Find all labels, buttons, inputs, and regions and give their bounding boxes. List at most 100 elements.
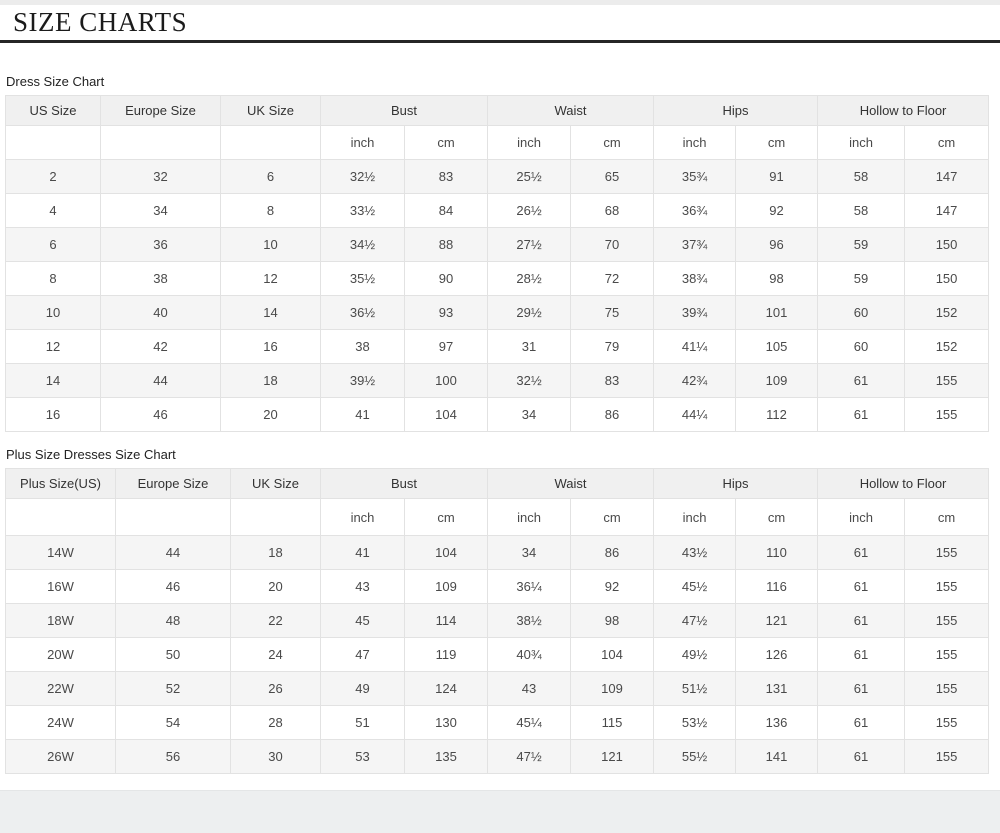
cell: 25½ [487, 159, 572, 194]
cell: 18 [230, 535, 321, 570]
cell: 30 [230, 739, 321, 774]
cell: 100 [403, 363, 489, 398]
cell: 35½ [320, 261, 405, 296]
cell: 44 [100, 363, 221, 398]
cell: 22 [230, 603, 321, 638]
cell: 20 [220, 397, 321, 432]
column-header: Europe Size [115, 468, 231, 499]
cell: 59 [817, 261, 906, 296]
cell: 45 [320, 603, 405, 638]
cell: 36¼ [487, 569, 572, 604]
cell: 68 [570, 193, 655, 228]
cell: 40¾ [487, 637, 572, 672]
column-header: US Size [5, 95, 101, 126]
cell: 20W [5, 637, 116, 672]
cell: 83 [403, 159, 489, 194]
cell: 88 [403, 227, 489, 262]
cell: 47 [320, 637, 405, 672]
cell: 61 [817, 397, 906, 432]
cell: 32½ [320, 159, 405, 194]
empty-header-cell [230, 498, 321, 536]
cell: 104 [570, 637, 655, 672]
cell: 34 [100, 193, 221, 228]
cell: 155 [904, 603, 990, 638]
cell: 41 [320, 535, 405, 570]
cell: 104 [403, 397, 489, 432]
cell: 61 [817, 535, 906, 570]
cell: 38¾ [653, 261, 737, 296]
table-row: 24W 54 28 51 130 45¼ 115 53½ 136 61 155 [5, 705, 990, 740]
cell: 131 [735, 671, 819, 706]
cell: 46 [115, 569, 231, 604]
cell: 141 [735, 739, 819, 774]
cell: 124 [403, 671, 489, 706]
cell: 42¾ [653, 363, 737, 398]
cell: 55½ [653, 739, 737, 774]
cell: 38½ [487, 603, 572, 638]
cell: 37¾ [653, 227, 737, 262]
cell: 43 [487, 671, 572, 706]
table-row: 12 42 16 38 97 31 79 41¼ 105 60 152 [5, 329, 990, 364]
cell: 79 [570, 329, 655, 364]
cell: 6 [220, 159, 321, 194]
dress-size-chart-label: Dress Size Chart [6, 74, 105, 89]
column-header: UK Size [230, 468, 321, 499]
unit-header: inch [653, 498, 737, 536]
cell: 14 [5, 363, 101, 398]
cell: 18 [220, 363, 321, 398]
cell: 155 [904, 671, 990, 706]
cell: 51 [320, 705, 405, 740]
cell: 58 [817, 193, 906, 228]
column-header: Hollow to Floor [817, 468, 990, 499]
cell: 36¾ [653, 193, 737, 228]
cell: 26 [230, 671, 321, 706]
column-header: Bust [319, 468, 489, 499]
cell: 14 [220, 295, 321, 330]
table-row: 20W 50 24 47 119 40¾ 104 49½ 126 61 155 [5, 637, 990, 672]
unit-header: cm [735, 125, 819, 160]
column-header: Hips [653, 468, 819, 499]
cell: 45¼ [487, 705, 572, 740]
cell: 56 [115, 739, 231, 774]
cell: 18W [5, 603, 116, 638]
unit-header: inch [653, 125, 737, 160]
cell: 16 [220, 329, 321, 364]
cell: 34½ [320, 227, 405, 262]
cell: 60 [817, 295, 906, 330]
cell: 35¾ [653, 159, 737, 194]
cell: 72 [570, 261, 655, 296]
unit-header: cm [570, 125, 655, 160]
cell: 39¾ [653, 295, 737, 330]
cell: 49½ [653, 637, 737, 672]
cell: 105 [735, 329, 819, 364]
cell: 53½ [653, 705, 737, 740]
title-bar: SIZE CHARTS [0, 5, 1000, 43]
cell: 31 [487, 329, 572, 364]
cell: 54 [115, 705, 231, 740]
cell: 46 [100, 397, 221, 432]
cell: 97 [403, 329, 489, 364]
cell: 14W [5, 535, 116, 570]
cell: 135 [403, 739, 489, 774]
table-row: 18W 48 22 45 114 38½ 98 47½ 121 61 155 [5, 603, 990, 638]
cell: 32 [100, 159, 221, 194]
table-row: 16W 46 20 43 109 36¼ 92 45½ 116 61 155 [5, 569, 990, 604]
table-row: 16 46 20 41 104 34 86 44¼ 112 61 155 [5, 397, 990, 432]
cell: 147 [904, 193, 990, 228]
cell: 20 [230, 569, 321, 604]
cell: 33½ [320, 193, 405, 228]
cell: 41¼ [653, 329, 737, 364]
cell: 98 [735, 261, 819, 296]
cell: 155 [904, 397, 990, 432]
column-header: Plus Size(US) [5, 468, 116, 499]
cell: 136 [735, 705, 819, 740]
cell: 53 [320, 739, 405, 774]
cell: 58 [817, 159, 906, 194]
table-row: 14W 44 18 41 104 34 86 43½ 110 61 155 [5, 535, 990, 570]
cell: 38 [100, 261, 221, 296]
cell: 50 [115, 637, 231, 672]
cell: 86 [570, 535, 655, 570]
footer-panel [0, 790, 1000, 833]
empty-header-cell [5, 498, 116, 536]
cell: 28½ [487, 261, 572, 296]
